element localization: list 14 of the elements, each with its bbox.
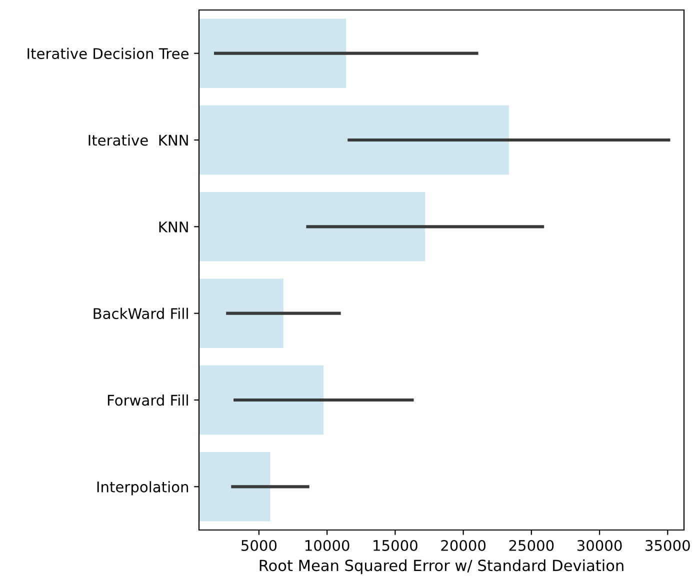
- y-tick-label: KNN: [159, 222, 188, 232]
- x-tick-label: 20000: [441, 540, 486, 552]
- x-tick-label: 10000: [305, 540, 350, 552]
- y-tick-label: Forward Fill: [108, 394, 188, 406]
- x-tick-label: 35000: [646, 540, 690, 552]
- x-tick-label: 30000: [577, 540, 622, 552]
- y-tick-label: Iterative Decision Tree: [28, 48, 188, 60]
- y-tick-label: Iterative KNN: [88, 134, 188, 146]
- x-tick-label: 15000: [374, 540, 418, 552]
- y-tick-label: Interpolation: [97, 481, 188, 496]
- x-tick-label: 25000: [509, 540, 554, 552]
- x-axis-title: Root Mean Squared Error w/ Standard Deviation: [260, 559, 624, 574]
- y-tick-label: BackWard Fill: [94, 308, 188, 320]
- x-tick-label: 5000: [242, 540, 277, 552]
